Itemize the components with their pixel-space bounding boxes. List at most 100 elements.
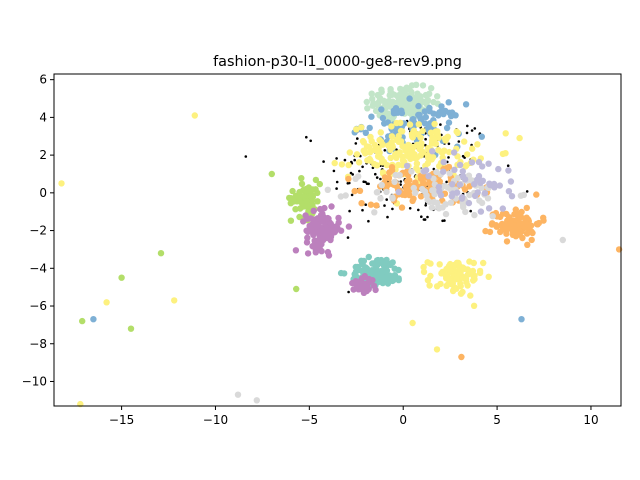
data-point [468, 159, 476, 166]
data-point [515, 231, 522, 238]
data-point [298, 180, 306, 188]
data-point [442, 201, 449, 208]
data-point [360, 267, 367, 274]
data-point [395, 148, 398, 151]
data-point [407, 155, 414, 163]
data-point [467, 270, 474, 277]
data-point [422, 218, 426, 221]
plot-frame [53, 73, 622, 407]
data-point [358, 169, 361, 173]
data-point [430, 98, 437, 106]
points-layer [58, 81, 623, 408]
data-point [533, 191, 540, 198]
data-point [457, 282, 464, 290]
data-point [383, 204, 386, 207]
data-point [374, 261, 381, 268]
data-point [499, 205, 506, 212]
data-point [489, 213, 496, 220]
data-point [79, 317, 86, 325]
data-point [461, 265, 468, 272]
data-point [352, 278, 359, 285]
data-point [475, 172, 483, 180]
data-point [413, 154, 421, 161]
y-axis: −10 −8 −6 −4 −2 0 2 4 6 [22, 73, 54, 388]
data-point [321, 204, 328, 212]
data-point [498, 220, 506, 228]
data-point [379, 169, 387, 176]
data-point [406, 191, 413, 199]
data-point [244, 155, 248, 158]
y-tick-label: −2 [29, 224, 47, 238]
data-point [325, 252, 333, 259]
x-tick-label: −10 [203, 413, 228, 427]
data-point [417, 193, 425, 200]
data-point [470, 129, 474, 132]
data-point [303, 198, 311, 205]
data-point [476, 267, 484, 275]
data-point [426, 108, 433, 115]
data-point [127, 325, 135, 332]
data-point [395, 266, 402, 274]
data-point [345, 223, 353, 230]
data-point [191, 112, 198, 119]
data-point [345, 161, 352, 169]
data-point [420, 263, 427, 271]
data-point [497, 228, 504, 236]
data-point [434, 93, 441, 100]
data-point [514, 211, 521, 218]
data-point [506, 164, 510, 167]
data-point [421, 108, 428, 115]
data-point [528, 236, 535, 244]
data-point [421, 188, 429, 195]
data-point [362, 129, 369, 136]
data-point [540, 217, 547, 224]
data-point [444, 274, 451, 281]
data-point [327, 220, 335, 228]
data-point [503, 238, 511, 245]
data-point [314, 198, 321, 205]
data-point [421, 168, 428, 175]
data-point [354, 266, 361, 273]
y-tick-label: −6 [29, 299, 47, 313]
data-point [425, 179, 433, 187]
y-tick-label: 4 [39, 110, 47, 124]
data-point [392, 109, 399, 116]
data-point [355, 159, 363, 166]
data-point [324, 227, 332, 234]
data-point [388, 133, 396, 140]
data-point [387, 101, 394, 108]
data-point [296, 197, 303, 205]
data-point [398, 204, 406, 211]
data-point [507, 178, 515, 185]
data-point [523, 204, 530, 212]
data-point [361, 272, 368, 280]
data-point [377, 138, 385, 145]
data-point [524, 241, 531, 248]
data-point [378, 88, 385, 96]
data-point [298, 175, 305, 182]
data-point [409, 319, 416, 327]
data-point [374, 189, 381, 196]
data-point [404, 178, 411, 185]
data-point [453, 128, 460, 135]
data-point [444, 133, 451, 140]
data-point [361, 165, 364, 169]
data-point [406, 95, 413, 102]
data-point [335, 180, 339, 184]
data-point [419, 148, 427, 156]
data-point [402, 145, 409, 153]
data-point [368, 113, 375, 120]
data-point [391, 207, 394, 211]
data-point [427, 272, 434, 280]
data-point [379, 177, 382, 181]
data-point [300, 218, 307, 225]
x-tick-label: 5 [493, 413, 501, 427]
y-tick-label: 6 [39, 73, 47, 87]
data-point [445, 99, 452, 106]
data-point [414, 131, 422, 138]
data-point [463, 278, 470, 286]
data-point [391, 272, 399, 279]
data-point [415, 111, 422, 119]
data-point [428, 156, 435, 163]
data-point [454, 174, 462, 182]
